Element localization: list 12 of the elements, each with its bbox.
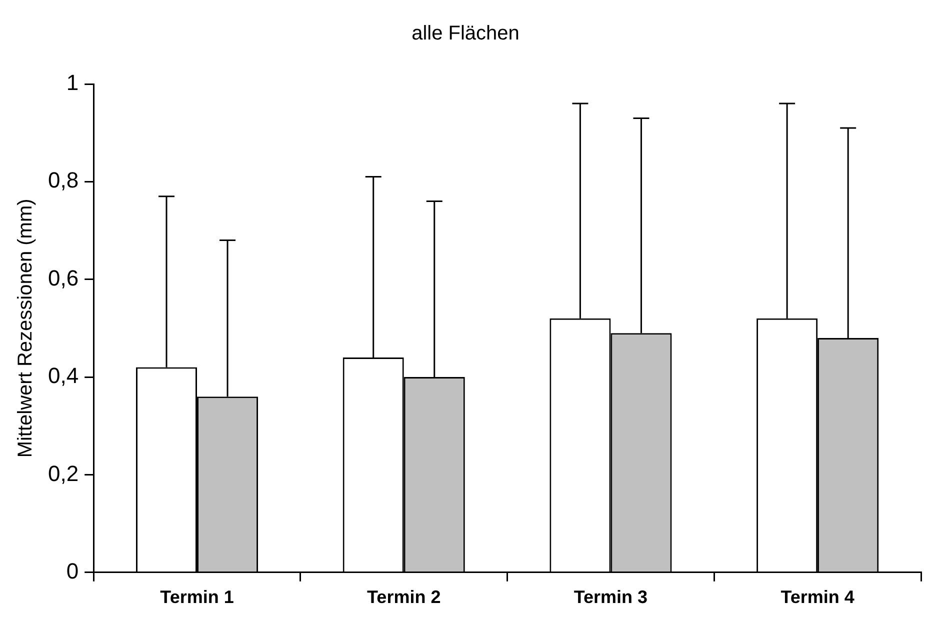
- y-tick-label: 0,2: [48, 460, 79, 486]
- y-tick-label: 0,8: [48, 168, 79, 193]
- y-tick-label: 0,6: [48, 265, 79, 290]
- y-tick-label: 0: [66, 558, 79, 584]
- y-tick-label: 1: [66, 70, 79, 96]
- y-tick-label: 0,4: [48, 363, 79, 388]
- x-tick-label: Termin 1: [160, 587, 234, 608]
- chart-title: alle Flächen: [412, 22, 520, 45]
- x-tick-label: Termin 2: [367, 587, 441, 608]
- y-axis-title: Mittelwert Rezessionen (mm): [14, 198, 37, 458]
- x-tick-label: Termin 4: [780, 587, 854, 608]
- x-tick-label: Termin 3: [574, 587, 648, 608]
